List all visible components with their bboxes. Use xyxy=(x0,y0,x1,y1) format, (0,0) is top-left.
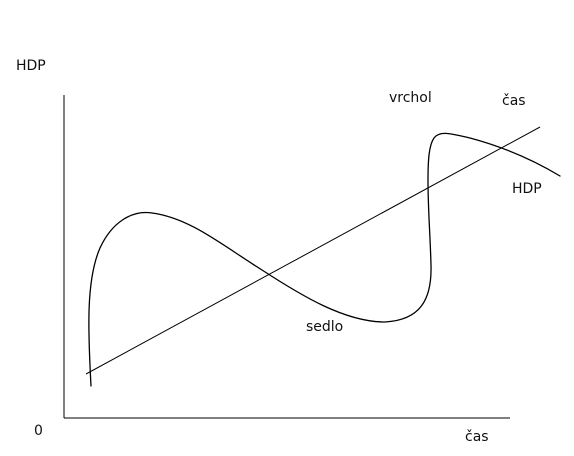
gdp-cycle-curve xyxy=(88,132,561,387)
trend-line xyxy=(85,126,541,375)
trough-label: sedlo xyxy=(306,319,343,335)
y-axis-label: HDP xyxy=(16,58,46,74)
x-axis-label: čas xyxy=(465,429,489,445)
origin-label: 0 xyxy=(34,423,43,439)
trend-line-label: čas xyxy=(502,93,526,109)
peak-label: vrchol xyxy=(389,90,432,106)
gdp-curve-label: HDP xyxy=(512,181,542,197)
